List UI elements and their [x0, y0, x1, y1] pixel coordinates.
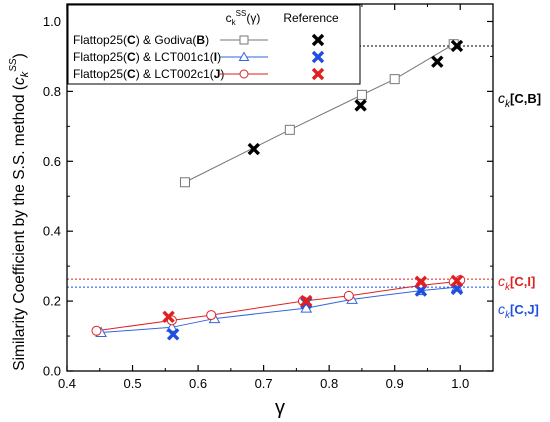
reference-point-B [247, 142, 260, 156]
y-tick-label: 1.0 [43, 14, 61, 29]
reference-point-J [162, 310, 175, 324]
legend-reference-sample [311, 33, 325, 47]
legend-marker-sample [238, 51, 250, 61]
series-line-J [96, 279, 461, 332]
data-point-B [284, 124, 295, 135]
legend-box [67, 4, 361, 85]
plot-frame [66, 3, 494, 372]
y-axis-title-prefix: Similarity Coefficient by the S.S. metho… [11, 84, 28, 371]
legend-entry-label: Flattop25(C) & LCT002c1(J) [73, 67, 224, 81]
legend-reference-sample [311, 67, 325, 81]
reference-cross-stroke [311, 33, 325, 47]
y-tick-label: 0.0 [43, 364, 61, 379]
y-axis-title: Similarity Coefficient by the S.S. metho… [8, 53, 31, 371]
reference-cross-stroke [311, 67, 325, 81]
y-tick-label: 0.6 [43, 154, 61, 169]
data-point-B [389, 74, 400, 85]
reference-point-B [450, 39, 464, 53]
reference-cross-stroke [414, 275, 428, 289]
y-axis-title-sup: SS [8, 58, 19, 72]
legend-header-arg: (γ) [246, 11, 260, 25]
reference-cross-stroke [450, 39, 464, 53]
reference-cross-stroke [247, 142, 260, 156]
x-tick-label: 0.9 [386, 376, 404, 391]
legend-marker-sample [239, 35, 249, 45]
legend-header-sup: SS [236, 9, 247, 18]
x-tick-label: 0.7 [255, 376, 273, 391]
legend-header-col1: ckSS(γ) [226, 9, 261, 27]
reference-cross-stroke [450, 274, 464, 288]
legend-marker-sample [239, 69, 249, 79]
y-tick-label: 0.8 [43, 84, 61, 99]
legend-reference-sample [311, 50, 325, 64]
legend-entry-label: Flattop25(C) & Godiva(B) [73, 33, 209, 47]
data-point-J [206, 310, 217, 321]
reference-cross-stroke [311, 50, 325, 64]
legend-header-sub: k [232, 18, 237, 27]
x-tick-label: 0.8 [320, 376, 338, 391]
series-line-I [101, 286, 458, 334]
legend-entry-label: Flattop25(C) & LCT001c1(I) [73, 50, 221, 64]
reference-line-label: ck[C,I] [498, 273, 535, 293]
reference-point-B [354, 99, 367, 112]
reference-point-B [431, 55, 444, 68]
data-point-J [343, 290, 354, 301]
reference-point-J [414, 275, 428, 289]
ticks: 0.4 0.5 0.6 0.7 0.8 0.9 1.0 0.0 0.2 0.4 0.6 0.8 1.0 [43, 4, 493, 391]
y-tick-label: 0.4 [43, 224, 61, 239]
reference-point-I [166, 328, 180, 341]
reference-line-label: ck[C,J] [498, 301, 539, 321]
data-point-B [179, 177, 190, 188]
legend-header-col2: Reference [283, 11, 339, 25]
reference-point-J [450, 274, 464, 288]
y-axis-title-sub: k [19, 71, 31, 77]
x-axis-title: γ [275, 397, 285, 419]
reference-cross-stroke [431, 55, 444, 68]
x-tick-label: 0.6 [189, 376, 207, 391]
y-axis-title-var: c [11, 77, 28, 85]
reference-cross-stroke [300, 294, 313, 308]
data-point-B [356, 89, 367, 100]
reference-cross-stroke [162, 310, 175, 324]
legend: ckSS(γ) Reference Flattop25(C) & Godiva(… [67, 4, 361, 85]
y-axis-title-suffix: ) [11, 53, 28, 58]
x-tick-label: 0.5 [123, 376, 141, 391]
reference-line-labels: ck[C,B] ck[C,I] ck[C,J] [498, 90, 541, 321]
x-tick-label: 0.4 [58, 376, 76, 391]
data-point-J [91, 325, 102, 336]
series-layer [91, 39, 466, 341]
legend-rows: Flattop25(C) & Godiva(B) Flattop25(C) & L… [73, 33, 325, 81]
reference-point-J [300, 294, 313, 308]
reference-cross-stroke [166, 328, 180, 341]
reference-cross-stroke [354, 99, 367, 112]
x-tick-label: 1.0 [451, 376, 469, 391]
reference-line-label: ck[C,B] [498, 90, 541, 110]
y-tick-label: 0.2 [43, 294, 61, 309]
legend-header-var: c [226, 11, 232, 25]
